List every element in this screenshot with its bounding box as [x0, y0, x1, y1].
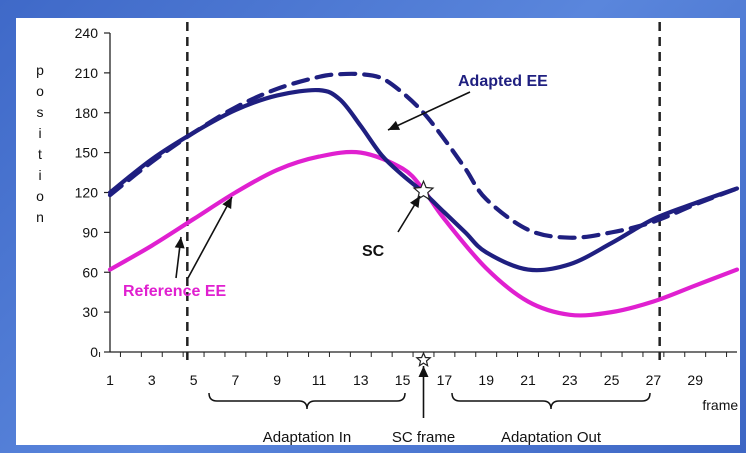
x-tick-label: 3: [148, 372, 156, 388]
y-tick-label: 210: [75, 65, 99, 81]
x-tick-label: 17: [437, 372, 453, 388]
y-tick-label: 0: [90, 344, 98, 360]
series-adapted-ee-original: [107, 71, 740, 240]
y-axis-label-letter: o: [36, 83, 44, 99]
sc-arrow-head: [409, 196, 420, 208]
reference-ee-arrow-2: [187, 196, 233, 279]
y-tick-label: 60: [82, 264, 98, 280]
adapted-ee-arrow-head: [388, 120, 401, 130]
reference-ee-arrow-2-head: [222, 197, 232, 210]
x-axis-label: frame: [702, 397, 738, 413]
y-tick-label: 120: [75, 185, 99, 201]
y-axis-label-letter: o: [36, 188, 44, 204]
x-tick-label: 7: [232, 372, 240, 388]
x-tick-label: 9: [273, 372, 281, 388]
y-axis-label-letter: i: [38, 167, 41, 183]
y-axis-label-letter: i: [38, 125, 41, 141]
sc-frame-label: SC frame: [392, 429, 455, 446]
reference-ee-label: Reference EE: [123, 283, 226, 300]
x-tick-label: 23: [562, 372, 578, 388]
x-tick-label: 29: [687, 372, 703, 388]
series-adapted-ee: [107, 87, 740, 273]
x-tick-label: 5: [190, 372, 198, 388]
y-tick-label: 150: [75, 145, 99, 161]
x-tick-label: 27: [646, 372, 662, 388]
y-axis-label-letter: t: [38, 146, 42, 162]
adapted-ee-arrow: [387, 91, 471, 131]
sc-point-star: [412, 179, 435, 201]
adaptation-out-label: Adaptation Out: [501, 429, 602, 446]
y-axis-label-letter: n: [36, 209, 44, 225]
adaptation-in-brace: [208, 392, 406, 410]
x-tick-label: 25: [604, 372, 620, 388]
sc-frame-star: [415, 351, 432, 367]
sc-frame-arrow-head: [418, 366, 429, 377]
x-tick-label: 21: [520, 372, 536, 388]
y-axis-label-letter: s: [37, 104, 44, 120]
x-tick-label: 11: [312, 372, 327, 388]
reference-ee-arrow-1-head: [174, 237, 185, 249]
adaptation-in-label: Adaptation In: [263, 429, 351, 446]
y-tick-label: 240: [75, 25, 99, 41]
x-tick-label: 1: [106, 372, 114, 388]
y-tick-label: 180: [75, 105, 99, 121]
x-tick-label: 15: [395, 372, 411, 388]
y-axis-label-letter: p: [36, 62, 44, 78]
adapted-ee-label: Adapted EE: [458, 73, 548, 90]
y-tick-label: 30: [82, 304, 98, 320]
sc-label: SC: [362, 243, 385, 260]
x-tick-label: 19: [478, 372, 494, 388]
y-tick-label: 90: [82, 224, 98, 240]
x-tick-label: 13: [353, 372, 369, 388]
adaptation-out-brace: [451, 392, 651, 410]
